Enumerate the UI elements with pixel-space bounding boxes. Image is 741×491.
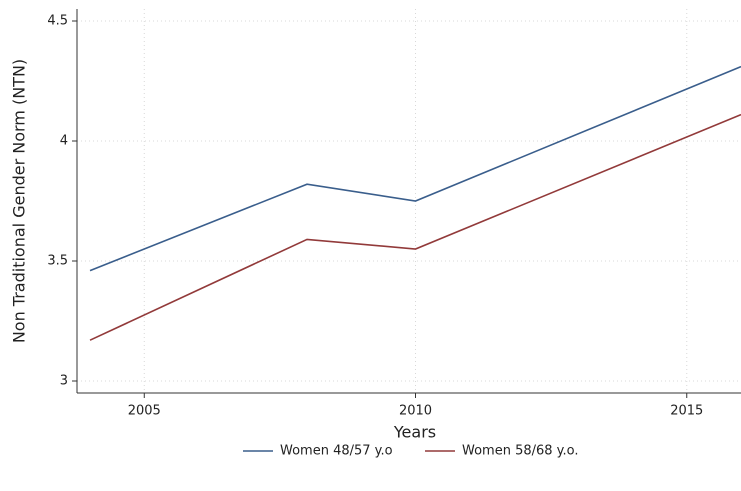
y-axis-label: Non Traditional Gender Norm (NTN) [10,59,29,343]
x-tick-label: 2010 [399,404,432,419]
data-line [89,113,741,341]
data-line [89,65,741,272]
x-tick-label: 2015 [670,404,703,419]
legend-label: Women 58/68 y.o. [462,444,579,459]
y-tick-label: 4.5 [47,14,68,29]
y-tick-label: 3 [60,374,68,389]
legend-label: Women 48/57 y.o [280,444,393,459]
y-tick-label: 4 [60,134,68,149]
y-tick-label: 3.5 [47,254,68,269]
x-axis-label: Years [393,423,436,442]
x-tick-label: 2005 [128,404,161,419]
